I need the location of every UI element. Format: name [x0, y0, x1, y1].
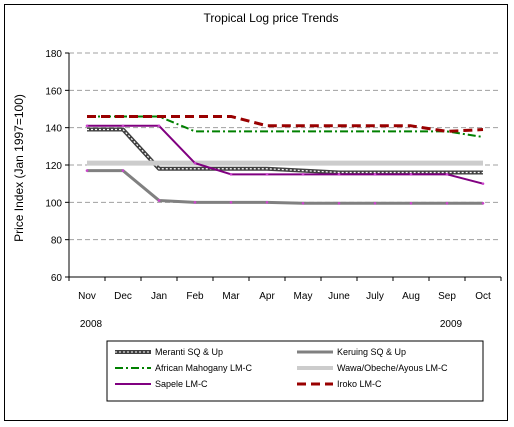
- legend-label-2: African Mahogany LM-C: [155, 363, 253, 373]
- x-tick-label: Jan: [151, 291, 167, 302]
- series-point-1: [229, 201, 233, 204]
- series-line-4: [87, 124, 484, 185]
- x-tick-label: Aug: [402, 291, 420, 302]
- legend-label-5: Iroko LM-C: [337, 379, 382, 389]
- legend-label-4: Sapele LM-C: [155, 379, 208, 389]
- legend-label-1: Keruing SQ & Up: [337, 347, 406, 357]
- series-point-4: [373, 173, 377, 176]
- series-point-4: [193, 161, 197, 165]
- axis-labels: 60 80 100 120 140 160 180 Nov Dec Jan Feb Mar Apr May…: [45, 49, 491, 330]
- series-point-4: [301, 173, 305, 176]
- series-point-4: [337, 173, 341, 176]
- series-point-4: [121, 124, 125, 128]
- series-point-1: [409, 201, 413, 205]
- x-tick-label: July: [366, 291, 384, 302]
- series-line-1: [87, 169, 483, 205]
- chart-title: Tropical Log price Trends: [204, 11, 339, 25]
- y-tick-label: 120: [45, 161, 62, 172]
- x-tick-label: Nov: [78, 291, 96, 302]
- series-point-1: [301, 201, 305, 205]
- series-point-4: [481, 182, 485, 185]
- series-point-1: [373, 201, 377, 205]
- x-tick-label: Dec: [114, 291, 132, 302]
- series-point-4: [409, 173, 413, 176]
- series-point-1: [193, 201, 197, 204]
- series-line-pattern-0: [87, 128, 483, 174]
- year-label: 2009: [440, 319, 463, 330]
- line-chart: Tropical Log price Trends 60 80 100 120 140 1…: [12, 11, 502, 402]
- legend-label-0: Meranti SQ & Up: [155, 347, 223, 357]
- x-tick-label: June: [328, 291, 350, 302]
- y-tick-label: 140: [45, 124, 62, 135]
- year-label: 2008: [80, 319, 103, 330]
- y-tick-label: 100: [45, 198, 62, 209]
- x-tick-label: Sep: [438, 291, 456, 302]
- y-tick-label: 180: [45, 49, 62, 60]
- series-line-5: [87, 114, 484, 133]
- y-tick-label: 80: [51, 236, 63, 247]
- series-point-1: [85, 169, 89, 172]
- series-line-0: [87, 127, 483, 175]
- x-tick-label: May: [294, 291, 313, 302]
- series-point-4: [229, 173, 233, 176]
- x-tick-label: Feb: [186, 291, 204, 302]
- x-tick-label: Apr: [259, 291, 275, 302]
- series-line-2: [87, 115, 484, 138]
- grid-lines: [69, 52, 501, 241]
- series-point-1: [445, 201, 449, 205]
- series-point-1: [337, 201, 341, 205]
- series-point-1: [121, 169, 125, 172]
- legend-label-3: Wawa/Obeche/Ayous LM-C: [337, 363, 448, 373]
- x-tick-label: Oct: [475, 291, 491, 302]
- axes: [65, 52, 502, 281]
- series-lines: [85, 114, 485, 205]
- series-point-4: [157, 124, 161, 128]
- series-point-1: [265, 201, 269, 204]
- y-tick-label: 60: [51, 273, 63, 284]
- series-point-1: [157, 199, 161, 202]
- series-point-1: [481, 201, 485, 205]
- series-point-4: [445, 173, 449, 176]
- series-point-4: [85, 124, 89, 128]
- y-axis-label: Price Index (Jan 1997=100): [12, 94, 26, 242]
- x-tick-label: Mar: [222, 291, 240, 302]
- y-tick-label: 160: [45, 86, 62, 97]
- chart-frame: Tropical Log price Trends 60 80 100 120 140 1…: [4, 4, 508, 421]
- legend-box: [106, 340, 484, 402]
- legend: Meranti SQ & Up Keruing SQ & Up African Ma…: [106, 340, 484, 402]
- series-point-4: [265, 173, 269, 176]
